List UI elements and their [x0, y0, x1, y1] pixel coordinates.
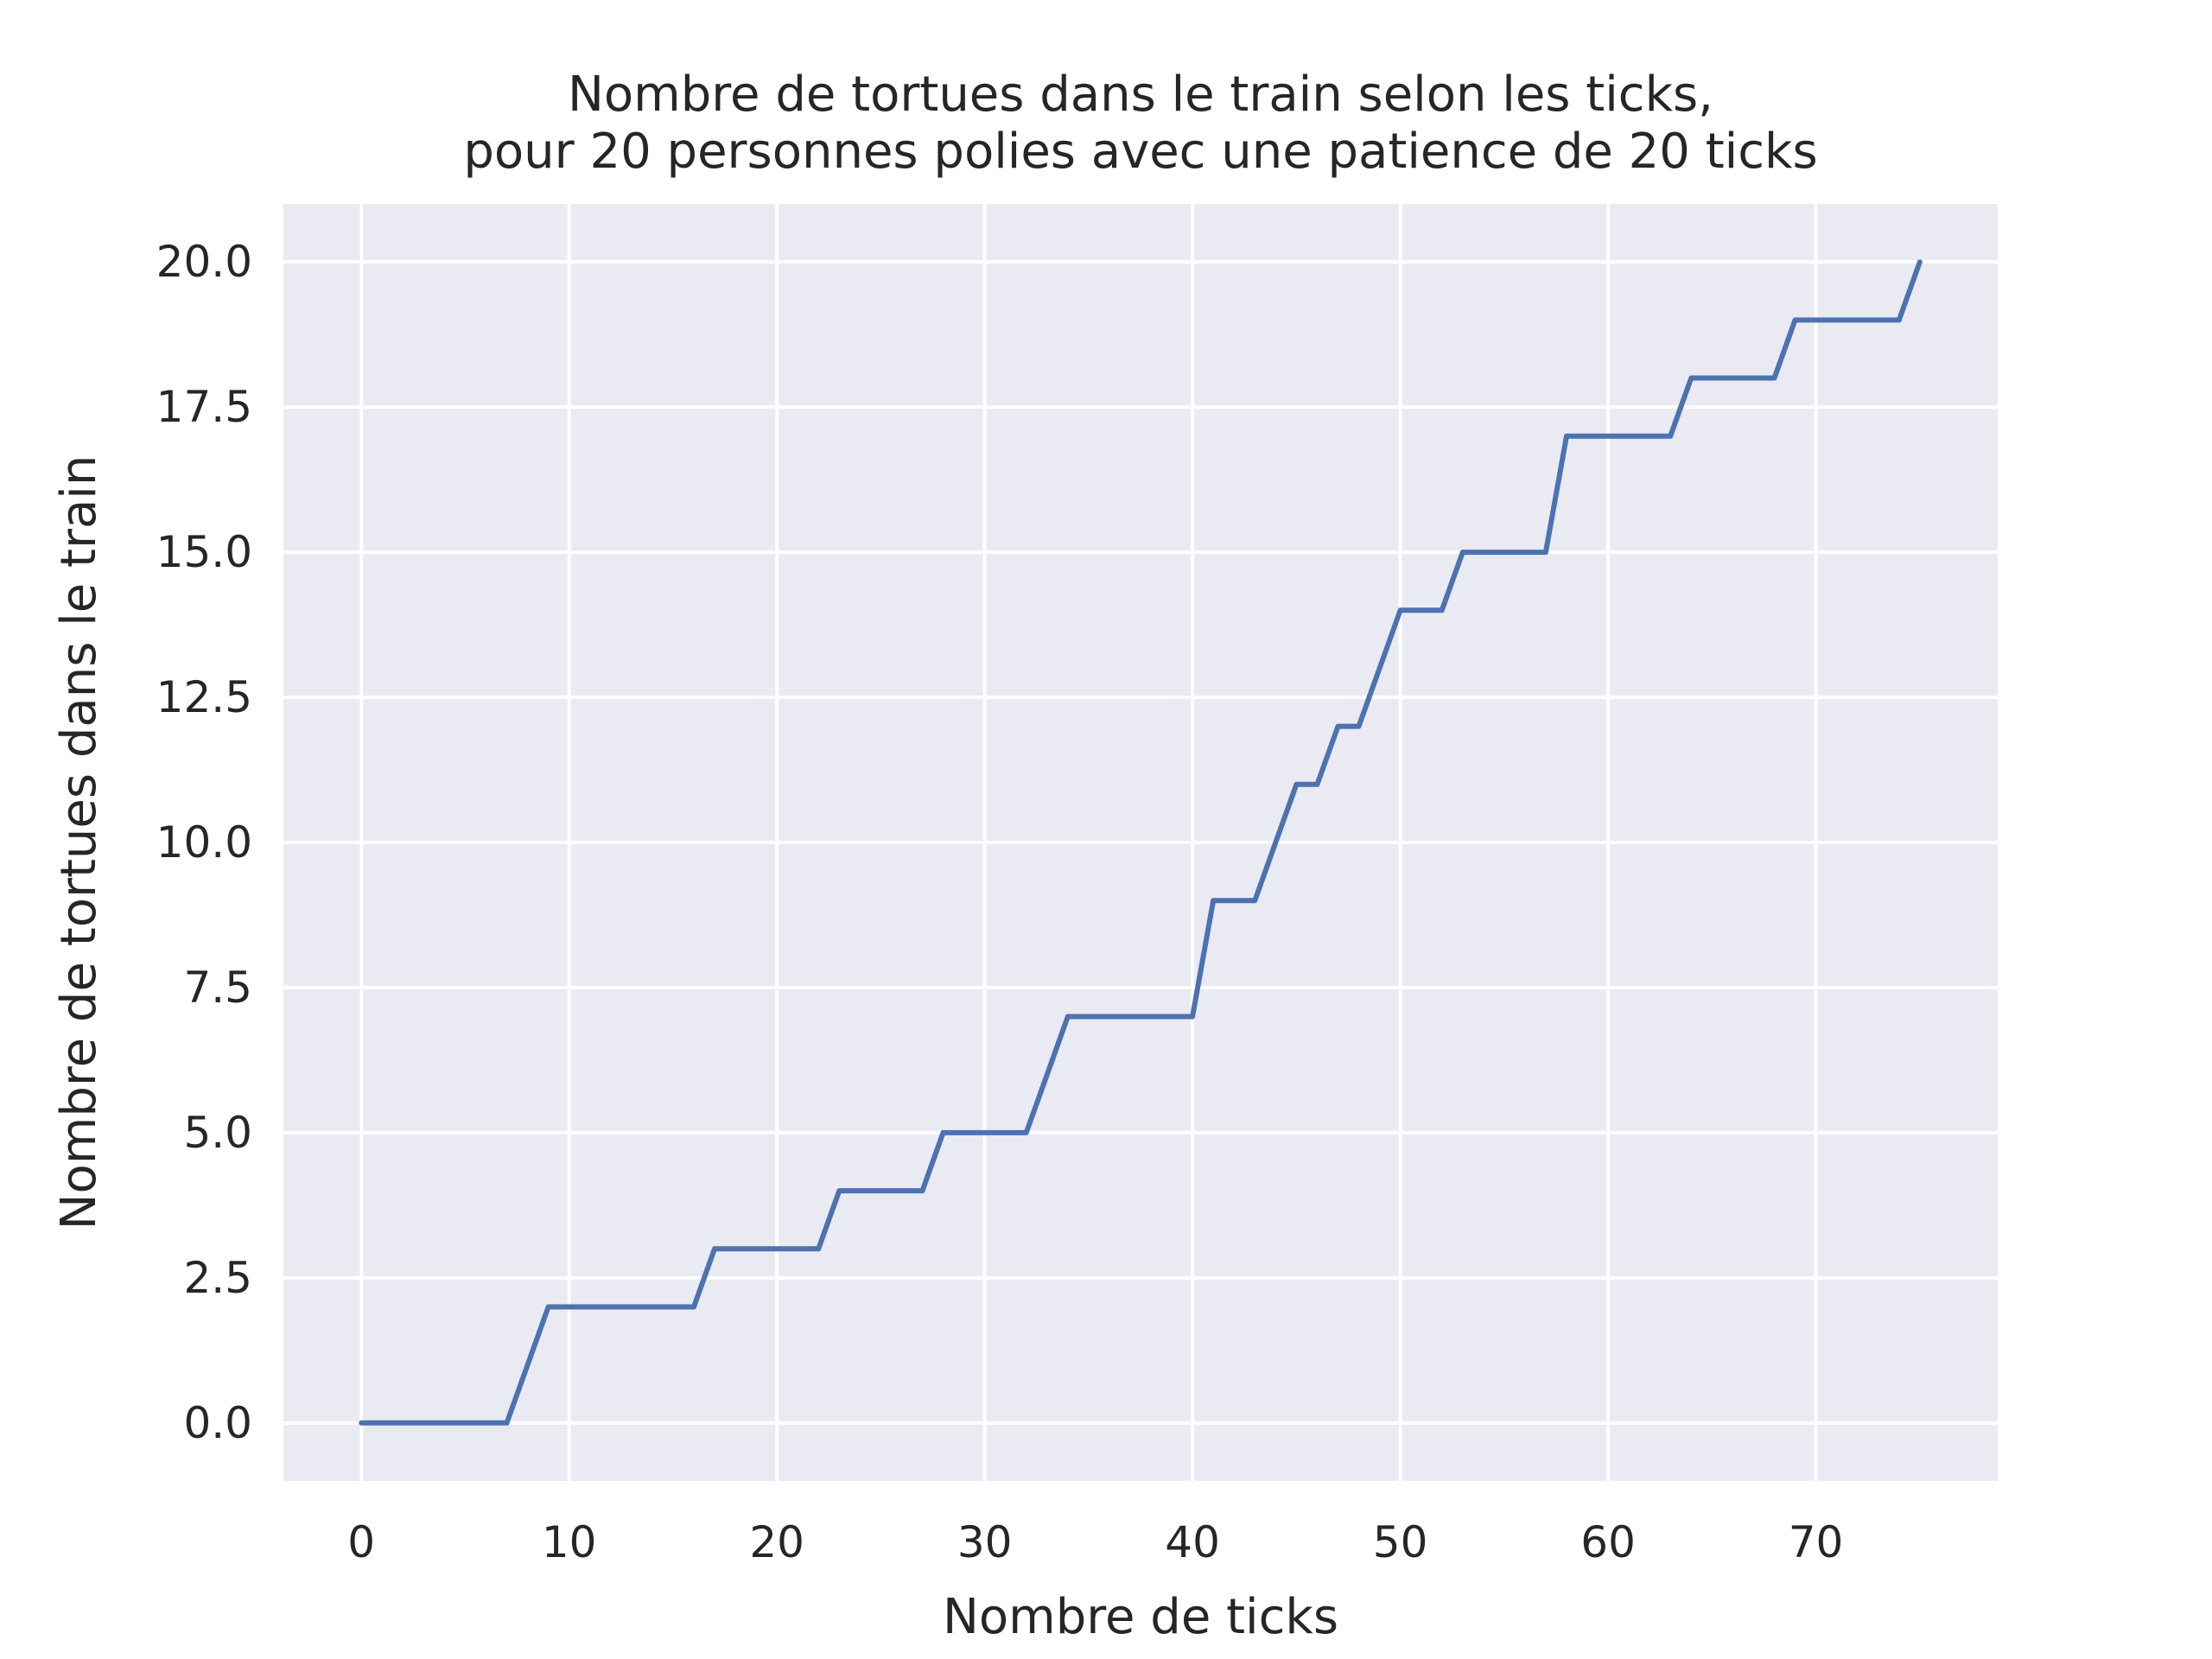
x-tick-label: 0 [347, 1517, 375, 1567]
y-gridlines [283, 260, 1998, 1425]
x-tick-labels: 0 10 20 30 40 50 60 70 [347, 1517, 1843, 1567]
y-tick-label: 7.5 [183, 963, 252, 1013]
x-tick-label: 70 [1789, 1517, 1844, 1567]
series-layer [359, 259, 1923, 1426]
y-tick-label: 5.0 [183, 1108, 252, 1158]
y-tick-labels: 0.0 2.5 5.0 7.5 10.0 12.5 15.0 17.5 20.0 [156, 237, 252, 1448]
x-tick-label: 20 [749, 1517, 804, 1567]
x-tick-label: 30 [957, 1517, 1013, 1567]
y-tick-label: 15.0 [156, 527, 252, 577]
y-tick-label: 20.0 [156, 237, 252, 287]
x-tick-label: 40 [1165, 1517, 1220, 1567]
chart-title-line-2: pour 20 personnes polies avec une patien… [463, 124, 1817, 180]
series-line [359, 259, 1923, 1426]
x-tick-label: 50 [1373, 1517, 1428, 1567]
y-tick-label: 17.5 [156, 382, 252, 432]
y-axis-label: Nombre de tortues dans le train [51, 455, 107, 1230]
chart-title-line-1: Nombre de tortues dans le train selon le… [568, 67, 1713, 123]
y-tick-label: 10.0 [156, 817, 252, 868]
y-tick-label: 2.5 [183, 1253, 252, 1303]
x-tick-label: 60 [1580, 1517, 1636, 1567]
y-tick-label: 12.5 [156, 672, 252, 722]
x-tick-label: 10 [542, 1517, 597, 1567]
y-tick-label: 0.0 [183, 1398, 252, 1448]
x-axis-label: Nombre de ticks [943, 1589, 1338, 1645]
